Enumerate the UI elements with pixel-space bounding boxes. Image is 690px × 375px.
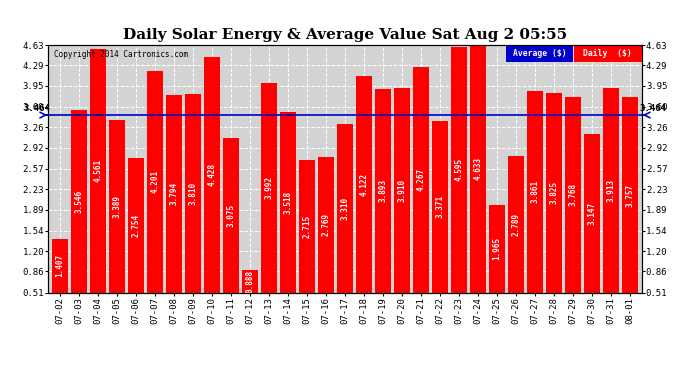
Text: 3.371: 3.371 [435,195,444,218]
Text: 3.147: 3.147 [588,202,597,225]
Bar [241,270,258,323]
Bar [128,158,144,323]
Text: 1.407: 1.407 [55,254,64,277]
Bar [470,45,486,323]
Text: 0.888: 0.888 [246,270,255,293]
Text: 1.965: 1.965 [493,237,502,260]
Bar [573,45,642,62]
Text: 3.389: 3.389 [112,195,121,217]
Text: 4.428: 4.428 [208,163,217,186]
Bar [147,71,163,323]
Bar [166,95,182,323]
Bar [413,67,429,323]
Bar [280,112,296,323]
Bar [565,97,581,323]
Text: 2.754: 2.754 [131,213,140,237]
Bar [223,138,239,323]
Bar [90,49,106,323]
Bar [204,57,220,323]
Text: 3.464: 3.464 [640,104,667,112]
Bar [451,47,467,323]
Bar [527,91,543,323]
Text: 3.910: 3.910 [397,179,406,202]
Text: 2.789: 2.789 [512,213,521,236]
Text: 2.769: 2.769 [322,213,331,236]
Text: 4.561: 4.561 [93,159,102,182]
Text: 3.913: 3.913 [607,179,615,202]
Title: Daily Solar Energy & Average Value Sat Aug 2 05:55: Daily Solar Energy & Average Value Sat A… [123,28,567,42]
Bar [622,98,638,323]
Bar [109,120,125,323]
Bar [546,93,562,323]
Text: 3.810: 3.810 [188,182,197,205]
Text: 4.595: 4.595 [455,158,464,182]
Text: Daily  ($): Daily ($) [583,49,632,58]
Text: Copyright 2014 Cartronics.com: Copyright 2014 Cartronics.com [55,50,188,59]
Bar [299,160,315,323]
Text: 2.715: 2.715 [302,215,311,238]
Bar [52,238,68,323]
Bar [508,156,524,323]
Text: 4.267: 4.267 [417,168,426,191]
Text: 3.546: 3.546 [75,190,83,213]
Bar [70,110,87,323]
Text: 3.825: 3.825 [550,182,559,204]
Bar [603,88,620,323]
Text: 3.757: 3.757 [626,183,635,207]
Bar [394,88,410,323]
Text: 3.992: 3.992 [264,176,273,200]
Bar [185,94,201,323]
Text: Average ($): Average ($) [513,49,566,58]
Bar [356,75,372,323]
Bar [505,45,573,62]
Bar [432,121,448,323]
Text: 3.861: 3.861 [531,180,540,203]
Text: 3.768: 3.768 [569,183,578,206]
Text: 3.893: 3.893 [379,179,388,203]
Text: 3.464: 3.464 [23,104,50,112]
Bar [489,205,505,323]
Bar [375,89,391,323]
Text: 3.075: 3.075 [226,204,235,227]
Bar [337,124,353,323]
Bar [318,157,334,323]
Text: 4.201: 4.201 [150,170,159,193]
Bar [261,83,277,323]
Bar [584,134,600,323]
Text: 3.518: 3.518 [284,190,293,214]
Text: 4.633: 4.633 [473,157,482,180]
Text: 3.794: 3.794 [169,182,178,206]
Text: 4.122: 4.122 [359,172,368,196]
Text: 3.310: 3.310 [340,197,350,220]
